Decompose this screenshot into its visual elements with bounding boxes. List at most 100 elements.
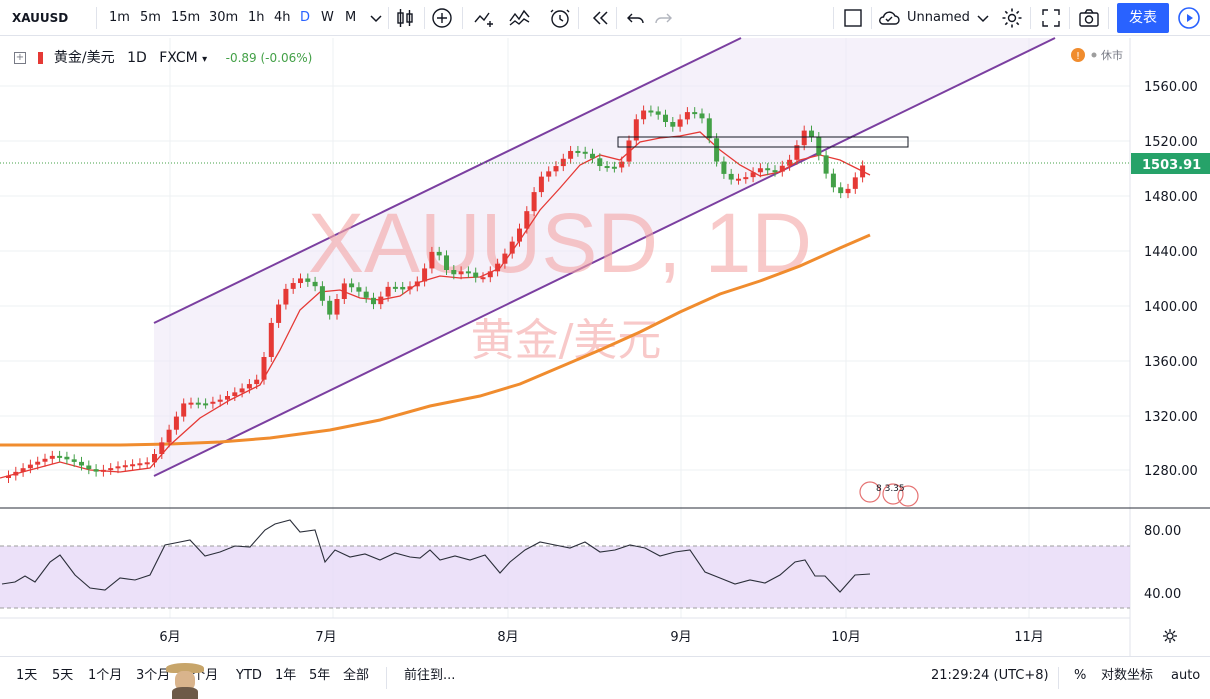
- log-scale-toggle[interactable]: 对数坐标: [1101, 668, 1154, 683]
- info-icon-glyph: !: [1076, 51, 1080, 62]
- symbol-legend[interactable]: + 黄金/美元 1D FXCM ▾ -0.89 (-0.06%): [14, 46, 312, 70]
- legend-color-marker: [38, 52, 44, 64]
- candle-body: [619, 161, 625, 168]
- publish-button[interactable]: 发表: [1117, 3, 1169, 33]
- chevron-down-icon[interactable]: [971, 6, 995, 30]
- price-tick: 1520.00: [1144, 135, 1198, 150]
- candle-body: [152, 454, 157, 463]
- range-3m[interactable]: 3个月: [136, 668, 171, 683]
- divider: [1069, 7, 1070, 29]
- legend-collapse-icon[interactable]: +: [14, 52, 26, 64]
- candle-body: [407, 286, 413, 290]
- candle-body: [130, 464, 136, 467]
- price-chart[interactable]: XAUUSD, 1D 黄金/美元 1560.00 1520.00 1480.00…: [0, 0, 1210, 656]
- percent-toggle[interactable]: %: [1074, 668, 1087, 683]
- price-axis[interactable]: 1560.00 1520.00 1480.00 1440.00 1400.00 …: [1144, 80, 1198, 479]
- candle-body: [509, 241, 515, 254]
- range-1y[interactable]: 1年: [275, 668, 297, 683]
- candle-body: [575, 150, 581, 153]
- candle-body: [86, 465, 92, 470]
- clock[interactable]: 21:29:24 (UTC+8): [931, 668, 1049, 683]
- interval-w[interactable]: W: [321, 10, 334, 25]
- candle-body: [254, 379, 260, 385]
- alert-clock-icon[interactable]: [548, 6, 572, 30]
- channel-lower-line[interactable]: [153, 37, 1056, 477]
- symbol-search[interactable]: XAUUSD: [12, 11, 69, 25]
- candle-body: [502, 253, 508, 264]
- cloud-check-icon[interactable]: [877, 6, 901, 30]
- replay-icon[interactable]: [588, 6, 612, 30]
- candle-body: [203, 403, 209, 406]
- price-tick: 1400.00: [1144, 300, 1198, 315]
- price-tick: 1320.00: [1144, 410, 1198, 425]
- candle-body: [334, 299, 340, 315]
- candle-body: [42, 458, 48, 462]
- candle-body: [115, 466, 121, 469]
- chevron-down-icon[interactable]: ▾: [202, 54, 208, 65]
- candles-icon[interactable]: [393, 6, 417, 30]
- candle-body: [319, 286, 325, 301]
- interval-1m[interactable]: 1m: [109, 10, 130, 25]
- divider: [96, 7, 97, 29]
- candle-body: [341, 283, 347, 299]
- play-circle-icon[interactable]: [1177, 6, 1201, 30]
- channel-upper-line[interactable]: [153, 37, 742, 324]
- range-all[interactable]: 全部: [343, 668, 370, 683]
- candle-body: [728, 173, 734, 180]
- legend-interval: 1D: [127, 50, 147, 66]
- candle-body: [305, 278, 311, 282]
- candle-body: [750, 172, 756, 178]
- divider: [616, 7, 617, 29]
- goto-date[interactable]: 前往到...: [404, 668, 456, 683]
- candle-body: [159, 442, 165, 454]
- candle-body: [765, 168, 771, 171]
- candle-body: [604, 166, 610, 169]
- interval-15m[interactable]: 15m: [171, 10, 201, 25]
- undo-icon[interactable]: [624, 6, 648, 30]
- range-ytd[interactable]: YTD: [236, 668, 262, 683]
- range-5y[interactable]: 5年: [309, 668, 331, 683]
- interval-5m[interactable]: 5m: [140, 10, 161, 25]
- axis-settings-icon[interactable]: [1163, 629, 1177, 643]
- camera-icon[interactable]: [1077, 6, 1101, 30]
- range-1d[interactable]: 1天: [16, 668, 38, 683]
- layout-name[interactable]: Unnamed: [907, 10, 970, 25]
- candle-body: [845, 188, 851, 194]
- time-tick: 10月: [831, 630, 861, 645]
- interval-d[interactable]: D: [300, 10, 311, 25]
- candle-body: [436, 251, 442, 256]
- price-tick: 1360.00: [1144, 355, 1198, 370]
- candle-body: [181, 403, 187, 417]
- chevron-down-icon[interactable]: [364, 6, 388, 30]
- candle-body: [633, 119, 639, 141]
- time-axis[interactable]: 6月 7月 8月 9月 10月 11月: [159, 630, 1043, 645]
- last-price-badge: 1503.91: [1131, 153, 1210, 174]
- fullscreen-square-icon[interactable]: [841, 6, 865, 30]
- add-indicator-icon[interactable]: [430, 6, 454, 30]
- candle-body: [757, 168, 763, 173]
- redo-icon[interactable]: [651, 6, 675, 30]
- candle-body: [444, 255, 449, 270]
- info-icon[interactable]: [1071, 48, 1085, 62]
- range-5d[interactable]: 5天: [52, 668, 74, 683]
- candle-body: [538, 176, 544, 193]
- interval-4h[interactable]: 4h: [274, 10, 291, 25]
- interval-m[interactable]: M: [345, 10, 357, 25]
- candle-body: [546, 171, 552, 177]
- divider: [1058, 667, 1059, 689]
- candle-body: [838, 187, 844, 194]
- candle-body: [137, 463, 143, 466]
- candle-body: [217, 399, 223, 402]
- candle-body: [371, 297, 376, 305]
- range-1m[interactable]: 1个月: [88, 668, 123, 683]
- events-badge[interactable]: 8 3.35: [859, 481, 919, 507]
- expand-icon[interactable]: [1039, 6, 1063, 30]
- resistance-rectangle[interactable]: [617, 136, 909, 148]
- auto-scale-toggle[interactable]: auto: [1171, 668, 1201, 683]
- gear-icon[interactable]: [1000, 6, 1024, 30]
- indicators-icon[interactable]: [508, 6, 532, 30]
- compare-icon[interactable]: [472, 6, 496, 30]
- interval-30m[interactable]: 30m: [209, 10, 239, 25]
- ma-long-line: [0, 233, 871, 447]
- interval-1h[interactable]: 1h: [248, 10, 265, 25]
